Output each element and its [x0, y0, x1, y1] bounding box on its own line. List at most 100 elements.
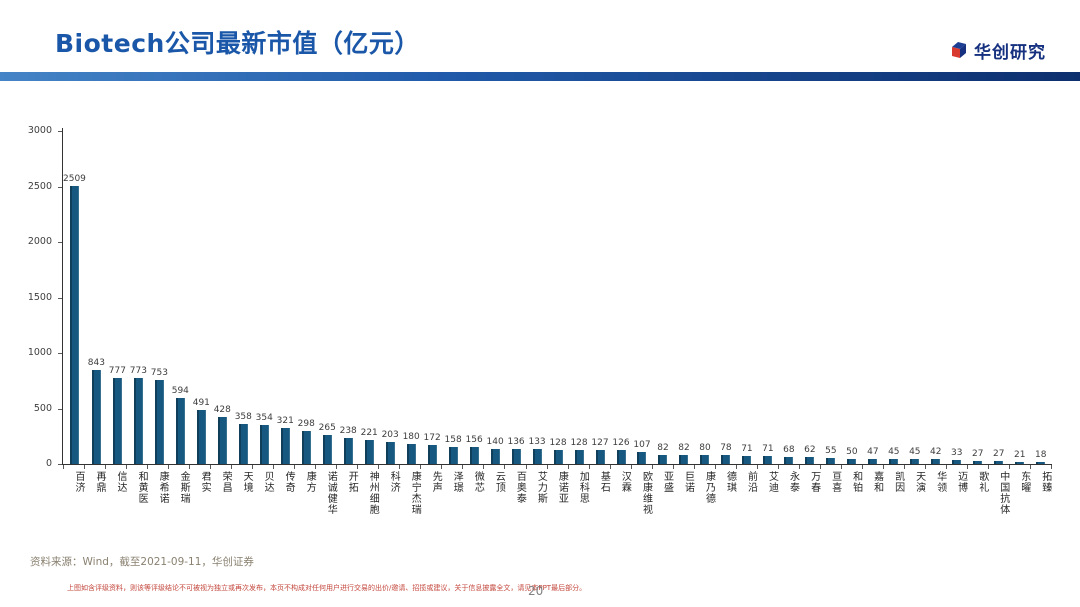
category-label: 科济 — [388, 471, 400, 493]
bar-column: 107 — [632, 131, 653, 464]
category-label: 汉霖 — [619, 471, 631, 493]
bar-column: 27 — [967, 131, 988, 464]
bar-column: 45 — [904, 131, 925, 464]
x-tick-mark — [378, 465, 380, 469]
bar-column: 158 — [443, 131, 464, 464]
category-label: 百奥泰 — [514, 471, 526, 504]
bar-value-label: 238 — [339, 425, 357, 436]
x-tick-mark — [798, 465, 800, 469]
bar-value-label: 358 — [234, 412, 252, 423]
bar — [154, 380, 164, 464]
x-tick-mark — [84, 465, 85, 469]
x-tick-mark — [651, 465, 653, 469]
bar-value-label: 203 — [381, 429, 399, 440]
bar-value-label: 42 — [930, 447, 942, 458]
bar — [343, 437, 353, 464]
x-tick-mark — [924, 465, 926, 469]
x-tick-mark — [546, 465, 548, 469]
category-label: 基石 — [598, 471, 610, 493]
bar — [322, 434, 332, 464]
bar — [763, 456, 773, 464]
x-tick-mark — [210, 465, 212, 469]
disclaimer-note: 上图如含评级资料，则该等评级结论不可被视为独立或再次发布，本页不构成对任何用户进… — [67, 584, 587, 592]
y-tick-label: 1500 — [27, 291, 52, 303]
bar-chart: 0 500 1000 1500 2000 2500 3000 2509 843 777 773 75… — [27, 126, 1052, 515]
bar-value-label: 265 — [318, 422, 336, 433]
x-tick-mark — [462, 465, 464, 469]
category-label: 开拓 — [346, 471, 358, 493]
category-label: 康方 — [304, 471, 316, 493]
bar — [889, 459, 899, 464]
category-label: 巨诺 — [682, 471, 694, 493]
bar-column: 27 — [988, 131, 1009, 464]
category-label: 微芯 — [472, 471, 484, 493]
category-label: 亘喜 — [829, 471, 841, 493]
bar-value-label: 107 — [633, 440, 651, 451]
brand-logo-text: 华创研究 — [974, 43, 1046, 63]
bar — [364, 439, 374, 464]
x-tick-mark — [861, 465, 863, 469]
bar-value-label: 2509 — [63, 173, 86, 184]
y-tick-mark — [58, 297, 62, 299]
bar-column: 298 — [296, 131, 317, 464]
bar-value-label: 298 — [297, 418, 315, 429]
y-tick-mark — [58, 408, 62, 410]
bar — [700, 455, 710, 464]
y-tick-label: 500 — [33, 402, 52, 414]
bar-column: 82 — [652, 131, 673, 464]
bar-value-label: 753 — [150, 368, 168, 379]
bar-value-label: 128 — [549, 437, 567, 448]
bar-column: 843 — [86, 131, 107, 464]
bar-value-label: 140 — [486, 436, 504, 447]
x-tick-mark — [777, 465, 779, 469]
x-tick-mark — [588, 465, 590, 469]
x-tick-mark — [840, 465, 842, 469]
bar-column: 172 — [422, 131, 443, 464]
bar — [427, 444, 437, 464]
category-label: 嘉和 — [871, 471, 883, 493]
category-label: 康乃德 — [703, 471, 715, 504]
bar-column: 773 — [128, 131, 149, 464]
bar-value-label: 82 — [678, 442, 690, 453]
category-label: 先声 — [430, 471, 442, 493]
bar-column: 321 — [275, 131, 296, 464]
bar — [280, 428, 290, 464]
x-tick-mark — [525, 465, 527, 469]
bar — [868, 458, 878, 464]
x-axis-labels: 百济 再鼎 信达 和黄医 康希诺 金斯瑞 君实 荣昌 天境 贝达 传奇 康方 诺诚健华 开拓 神州细胞 科济康… — [63, 471, 1051, 515]
bar-value-label: 221 — [360, 427, 378, 438]
category-label: 欧康维视 — [640, 471, 652, 515]
x-tick-mark — [672, 465, 674, 469]
category-label: 迈博 — [955, 471, 967, 493]
category-label: 前沿 — [745, 471, 757, 493]
category-label: 和黄医 — [136, 471, 148, 504]
bar-value-label: 354 — [255, 412, 273, 423]
bar-column: 45 — [883, 131, 904, 464]
bar-column: 128 — [548, 131, 569, 464]
bar — [847, 458, 857, 464]
category-label: 万春 — [808, 471, 820, 493]
brand-logo: 华创研究 — [949, 38, 1046, 63]
bar-column: 358 — [233, 131, 254, 464]
bar-value-label: 127 — [591, 437, 609, 448]
bar-column: 140 — [485, 131, 506, 464]
x-tick-mark — [714, 465, 716, 469]
bar-value-label: 126 — [612, 438, 630, 448]
bar-value-label: 156 — [465, 434, 483, 445]
category-label: 传奇 — [283, 471, 295, 493]
category-label: 信达 — [115, 471, 127, 493]
x-tick-mark — [1009, 465, 1010, 469]
bar — [91, 370, 101, 464]
category-label: 诺诚健华 — [325, 471, 337, 515]
bar — [637, 452, 647, 464]
bar — [133, 378, 143, 464]
category-label: 德琪 — [724, 471, 736, 493]
bar-value-label: 50 — [846, 446, 858, 457]
bar-column: 21 — [1009, 131, 1030, 464]
x-tick-mark — [294, 465, 296, 469]
category-label: 艾迪 — [766, 471, 778, 493]
bar-column: 136 — [506, 131, 527, 464]
bar — [217, 416, 227, 464]
bar-column: 133 — [527, 131, 548, 464]
bar-column: 156 — [464, 131, 485, 464]
